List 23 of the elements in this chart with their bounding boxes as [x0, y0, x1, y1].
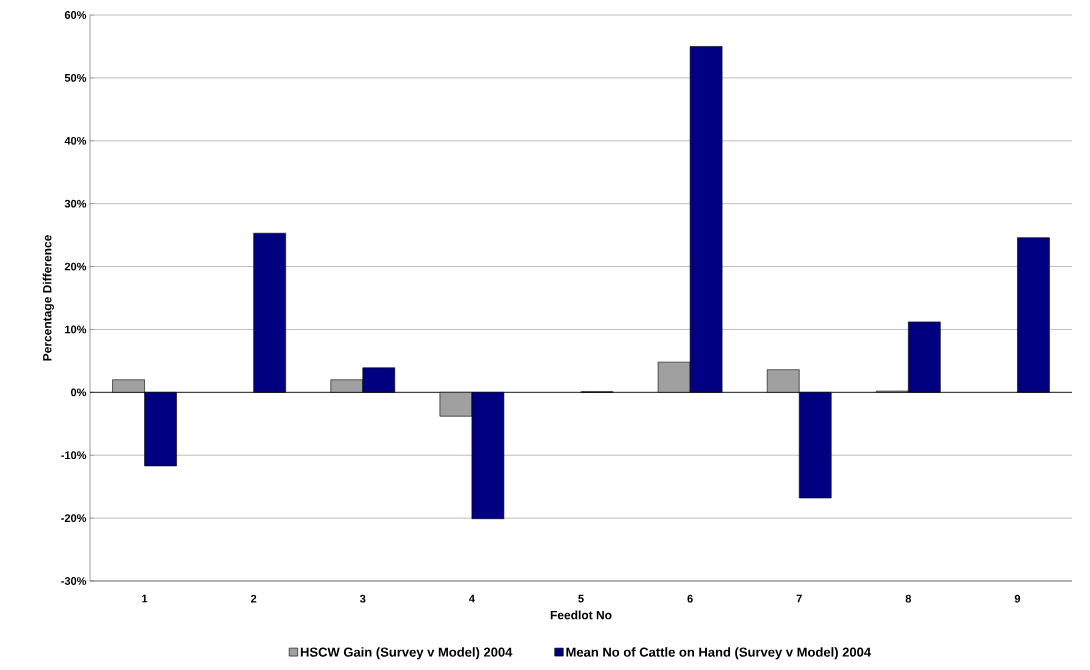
- y-tick-label: -20%: [61, 514, 87, 523]
- y-tick-label: 20%: [64, 262, 87, 271]
- x-tick-label: 3: [359, 594, 366, 603]
- y-tick-label: 10%: [65, 325, 87, 334]
- legend-label: HSCW Gain (Survey v Model) 2004: [300, 647, 513, 660]
- y-axis-title: Percentage Difference: [42, 235, 54, 361]
- x-tick-label: 4: [469, 594, 475, 603]
- x-tick-label: 1: [142, 594, 148, 603]
- y-tick-label: 0%: [71, 388, 87, 397]
- x-tick-label: 9: [1014, 594, 1021, 603]
- y-tick-label: -30%: [61, 577, 87, 585]
- x-tick-label: 7: [796, 594, 802, 603]
- x-tick-label: 8: [905, 594, 912, 603]
- x-tick-label: 6: [687, 594, 693, 603]
- x-axis-title: Feedlot No: [550, 610, 612, 620]
- legend-label: Mean No of Cattle on Hand (Survey v Model) 2004: [566, 647, 872, 660]
- y-tick-label: 40%: [64, 136, 87, 145]
- y-tick-label: 60%: [64, 11, 87, 19]
- y-tick-label: -10%: [61, 451, 87, 460]
- x-tick-label: 2: [250, 594, 257, 603]
- x-tick-label: 5: [578, 594, 584, 603]
- y-tick-label: 30%: [64, 199, 87, 208]
- y-tick-label: 50%: [64, 74, 87, 82]
